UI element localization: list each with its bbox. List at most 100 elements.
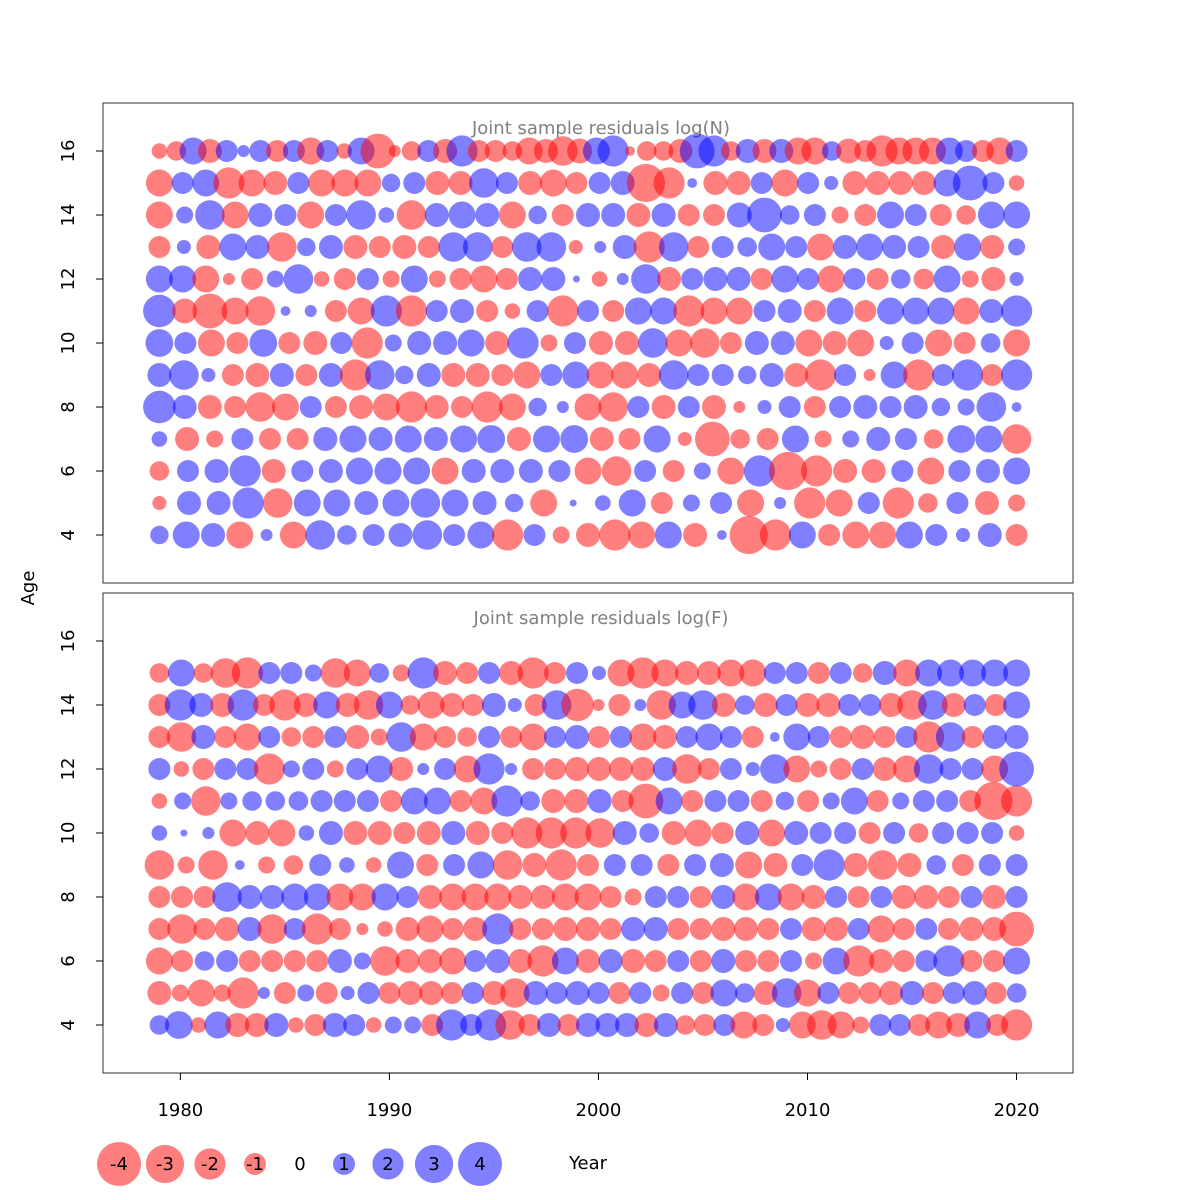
residual-bubble xyxy=(201,368,216,382)
residual-bubble xyxy=(759,363,784,387)
residual-bubble xyxy=(478,726,501,748)
residual-bubble xyxy=(689,950,712,972)
residual-bubble xyxy=(775,791,795,811)
residual-bubble xyxy=(536,232,567,262)
residual-bubble xyxy=(393,822,416,844)
residual-bubble xyxy=(847,886,870,908)
residual-bubble xyxy=(893,659,921,687)
residual-bubble xyxy=(803,300,826,322)
residual-bubble xyxy=(982,917,1006,941)
residual-bubble xyxy=(245,296,276,326)
residual-bubble xyxy=(1001,785,1033,817)
residual-bubble xyxy=(540,364,563,386)
residual-bubble xyxy=(637,141,657,161)
residual-bubble xyxy=(465,821,490,845)
residual-bubble xyxy=(266,140,289,162)
residual-bubble xyxy=(897,853,922,877)
residual-bubble xyxy=(464,950,487,972)
residual-bubble xyxy=(775,1018,790,1032)
residual-bubble xyxy=(401,141,422,161)
residual-bubble xyxy=(915,918,938,940)
x-tick-label: 2000 xyxy=(576,1100,622,1121)
x-axis-label: Year xyxy=(568,1153,608,1174)
y-tick-label: 16 xyxy=(58,140,79,163)
residual-bubble xyxy=(377,921,393,937)
residual-bubble xyxy=(548,460,571,482)
residual-bubble xyxy=(933,265,961,293)
residual-bubble xyxy=(233,723,261,751)
residual-bubble xyxy=(626,203,651,227)
residual-bubble xyxy=(827,1011,855,1039)
residual-bubble xyxy=(551,204,574,226)
residual-bubble xyxy=(201,523,225,547)
residual-bubble xyxy=(726,267,751,291)
residual-bubble xyxy=(634,460,657,482)
residual-bubble xyxy=(599,918,622,940)
residual-bubble xyxy=(682,494,700,512)
residual-bubble xyxy=(451,396,473,418)
residual-bubble xyxy=(952,854,974,876)
residual-bubble xyxy=(625,146,635,156)
residual-bubble xyxy=(957,398,975,416)
residual-bubble xyxy=(756,428,779,450)
residual-bubble xyxy=(607,659,635,687)
residual-bubble xyxy=(457,727,477,747)
residual-bubble xyxy=(148,694,171,716)
residual-bubble xyxy=(389,757,414,781)
residual-bubble xyxy=(509,918,532,940)
residual-bubble xyxy=(210,658,241,688)
residual-bubble xyxy=(323,489,351,517)
residual-bubble xyxy=(279,521,307,549)
residual-bubble xyxy=(895,521,923,549)
residual-bubble xyxy=(639,823,659,843)
residual-bubble xyxy=(931,397,951,417)
residual-bubble xyxy=(621,917,646,941)
residual-bubble xyxy=(202,827,215,839)
residual-bubble xyxy=(151,431,168,447)
residual-bubble xyxy=(368,236,391,258)
residual-bubble xyxy=(912,790,935,812)
residual-bubble xyxy=(268,819,296,847)
residual-bubble xyxy=(959,917,984,941)
residual-bubble xyxy=(387,851,414,879)
residual-bubble xyxy=(637,363,662,387)
residual-bubble xyxy=(710,492,732,514)
residual-bubble xyxy=(410,488,441,518)
residual-bubble xyxy=(810,760,828,778)
residual-bubble xyxy=(913,754,944,784)
residual-bubble xyxy=(526,300,549,322)
residual-bubble xyxy=(245,392,276,422)
residual-bubble xyxy=(257,914,288,944)
residual-bubble xyxy=(144,850,175,880)
residual-bubble xyxy=(504,303,521,319)
residual-bubble xyxy=(807,233,835,261)
residual-bubble xyxy=(324,300,347,322)
residual-bubble xyxy=(392,664,410,682)
residual-bubble xyxy=(602,300,625,322)
residual-bubble xyxy=(221,364,244,386)
residual-bubble xyxy=(354,169,382,197)
residual-bubble xyxy=(237,917,262,941)
residual-bubble xyxy=(574,393,602,421)
residual-bubble xyxy=(829,758,852,780)
residual-bubble xyxy=(795,693,820,717)
residual-bubble xyxy=(287,172,310,194)
residual-bubble xyxy=(395,917,420,941)
residual-bubble xyxy=(794,979,821,1007)
residual-bubble xyxy=(438,232,469,262)
residual-bubble xyxy=(872,661,897,685)
residual-bubble xyxy=(416,915,444,943)
residual-bubble xyxy=(840,787,868,815)
residual-bubble xyxy=(888,1014,911,1036)
residual-bubble xyxy=(370,728,388,746)
residual-bubble xyxy=(1005,140,1028,162)
residual-bubble xyxy=(891,460,914,482)
residual-bubble xyxy=(491,364,514,386)
residual-bubble xyxy=(668,691,696,719)
residual-bubble xyxy=(463,232,493,262)
residual-bubble xyxy=(297,237,316,257)
residual-bubble xyxy=(462,694,484,716)
residual-bubble xyxy=(1005,854,1028,876)
residual-bubble xyxy=(801,885,826,909)
y-axis-label: Age xyxy=(18,571,39,606)
